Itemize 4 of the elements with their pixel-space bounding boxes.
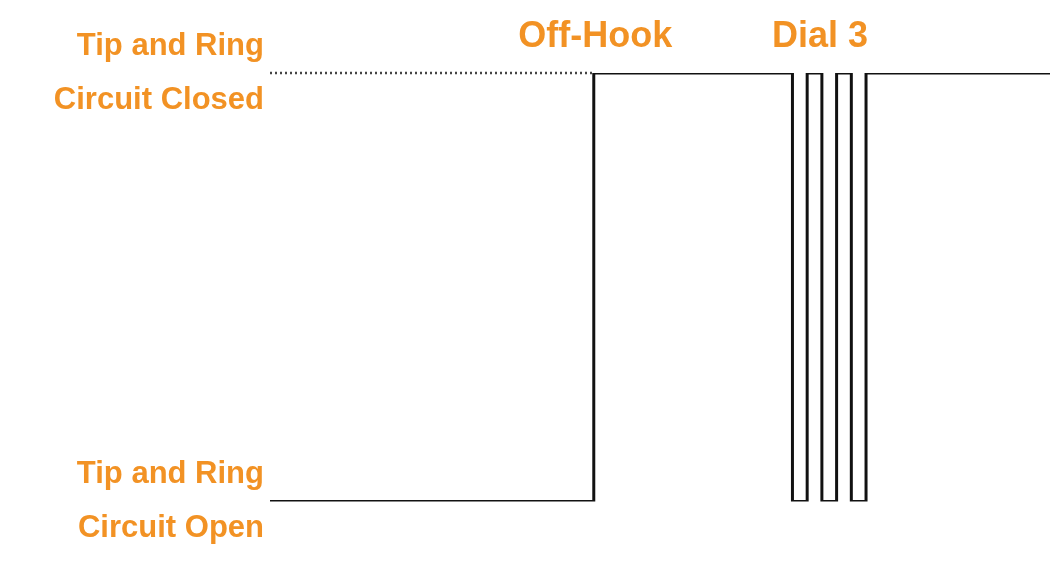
text: Tip and Ring Circuit Closed — [53, 26, 264, 116]
text: Dial 3 — [771, 13, 868, 55]
text: Tip and Ring Circuit Open — [76, 455, 264, 545]
text: Off-Hook — [518, 13, 674, 55]
